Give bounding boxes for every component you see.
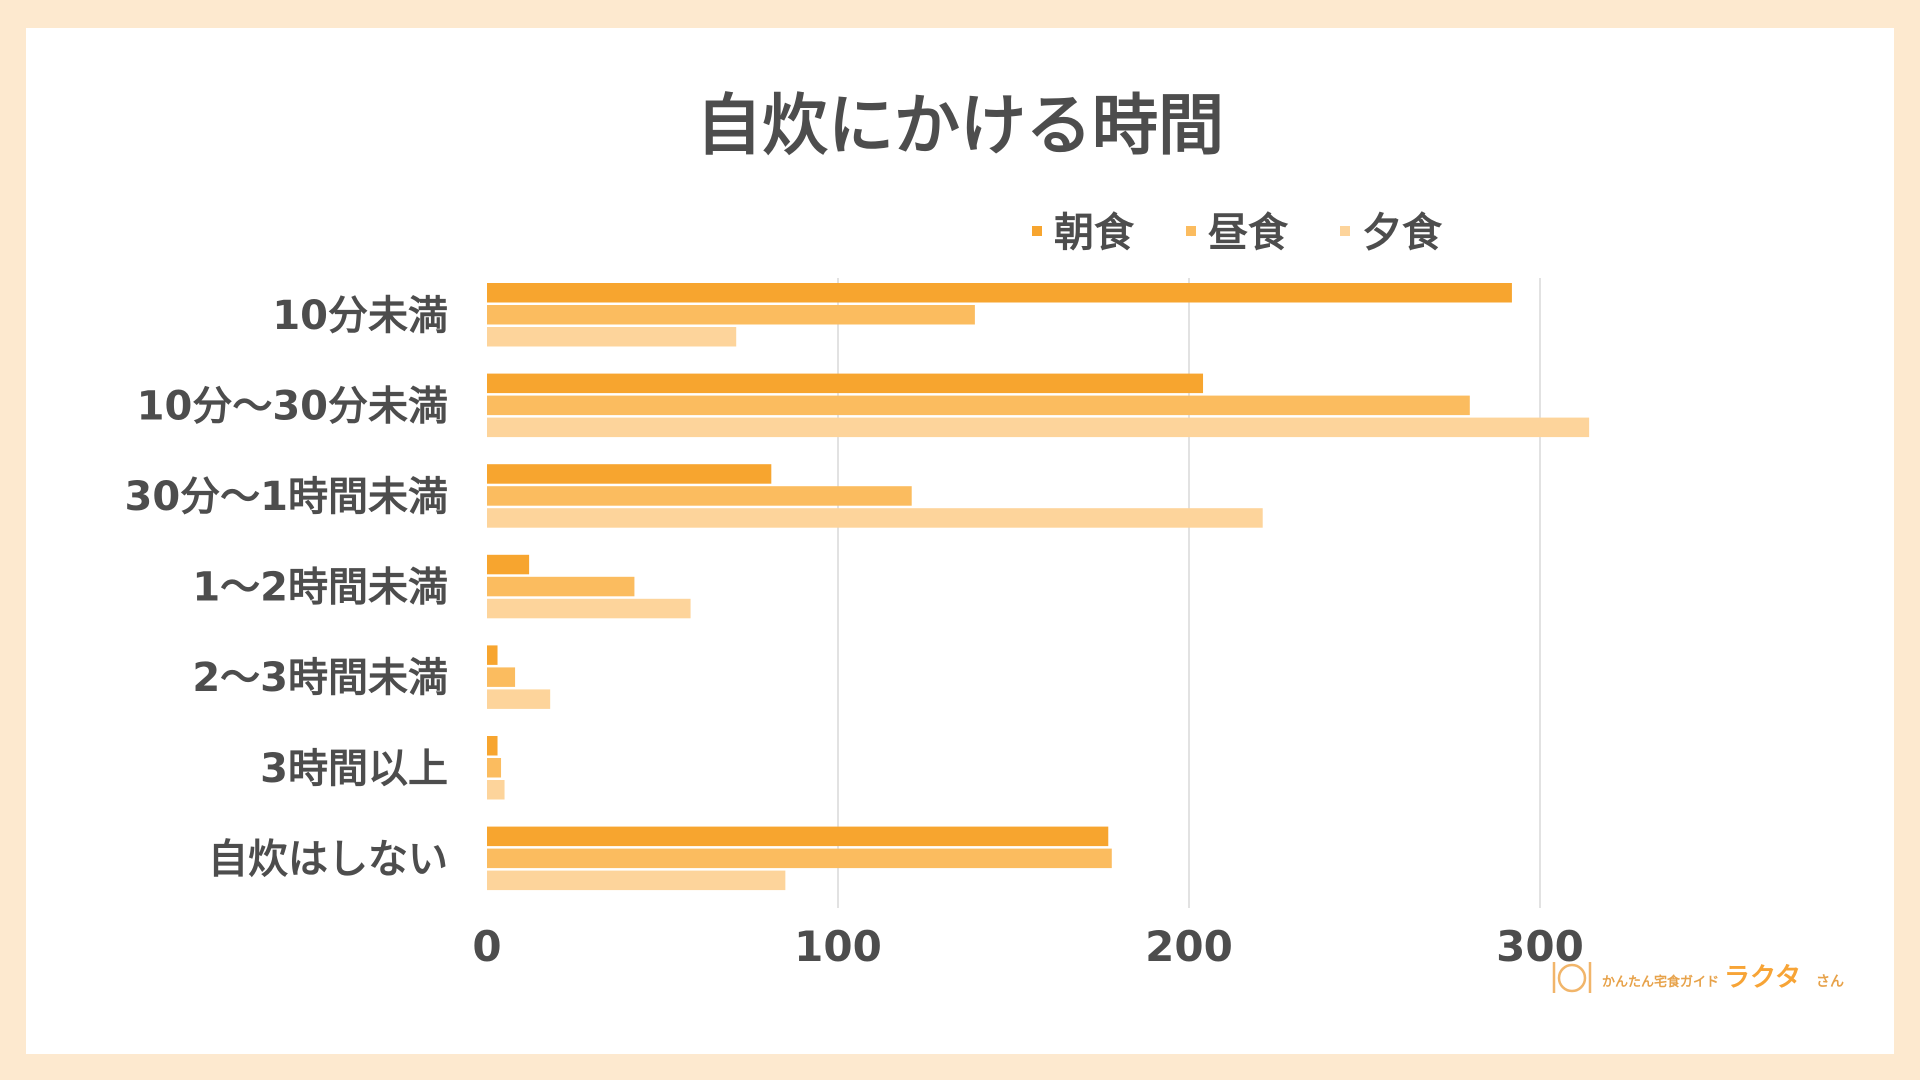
bar bbox=[487, 283, 1512, 303]
legend-label: 夕食 bbox=[1362, 210, 1443, 256]
bar bbox=[487, 736, 498, 756]
bar bbox=[487, 598, 691, 619]
bars bbox=[487, 283, 1590, 891]
legend: 朝食 昼食 夕食 bbox=[1032, 210, 1443, 256]
category-label: 3時間以上 bbox=[260, 746, 448, 792]
bar bbox=[487, 758, 502, 778]
bar bbox=[487, 848, 1112, 869]
gridlines bbox=[837, 278, 1541, 908]
chart-title: 自炊にかける時間 bbox=[696, 87, 1224, 164]
watermark-subtitle: かんたん宅食ガイド bbox=[1602, 974, 1719, 990]
x-tick-label: 100 bbox=[794, 922, 882, 971]
bar bbox=[487, 554, 530, 575]
category-label: 30分〜1時間未満 bbox=[125, 474, 449, 520]
bar bbox=[487, 826, 1109, 847]
bar bbox=[487, 464, 772, 484]
bar bbox=[487, 395, 1470, 416]
legend-label: 朝食 bbox=[1054, 210, 1135, 256]
bar bbox=[487, 645, 498, 665]
category-label: 10分〜30分未満 bbox=[137, 383, 448, 429]
bar bbox=[487, 305, 975, 325]
category-label: 1〜2時間未満 bbox=[192, 565, 448, 611]
fork-knife-icon bbox=[1552, 962, 1592, 993]
x-tick-label: 200 bbox=[1145, 922, 1233, 971]
watermark-suffix: さん bbox=[1816, 974, 1844, 990]
legend-label: 昼食 bbox=[1208, 210, 1289, 256]
chart-card: 自炊にかける時間 朝食 昼食 夕食 10分未満 10分〜30分未満 30分〜1時間未満 1… bbox=[26, 28, 1894, 1054]
legend-swatch bbox=[1186, 226, 1196, 236]
legend-swatch bbox=[1032, 226, 1042, 236]
watermark-brand: ラクタ bbox=[1724, 963, 1801, 993]
category-label: 自炊はしない bbox=[208, 836, 448, 882]
bar bbox=[487, 508, 1263, 528]
bar bbox=[487, 689, 551, 709]
bar-chart: 自炊にかける時間 朝食 昼食 夕食 10分未満10分〜30分未満30分〜1時間未満1… bbox=[125, 87, 1844, 993]
x-tick-label: 300 bbox=[1496, 922, 1584, 971]
watermark-logo: かんたん宅食ガイド ラクタ さん bbox=[1552, 962, 1844, 993]
bar bbox=[487, 373, 1204, 394]
bar bbox=[487, 576, 635, 597]
bar bbox=[487, 667, 516, 687]
bar bbox=[487, 417, 1590, 438]
bar bbox=[487, 486, 912, 506]
x-tick-label: 0 bbox=[472, 922, 501, 971]
bar bbox=[487, 870, 786, 891]
category-label: 2〜3時間未満 bbox=[192, 655, 448, 701]
x-axis-ticks: 0 100 200 300 bbox=[472, 922, 1583, 971]
category-label: 10分未満 bbox=[272, 293, 448, 339]
legend-swatch bbox=[1340, 226, 1350, 236]
bar bbox=[487, 327, 737, 347]
bar bbox=[487, 780, 505, 800]
category-labels: 10分未満 10分〜30分未満 30分〜1時間未満 1〜2時間未満 2〜3時間未満 3時間… bbox=[125, 293, 449, 883]
